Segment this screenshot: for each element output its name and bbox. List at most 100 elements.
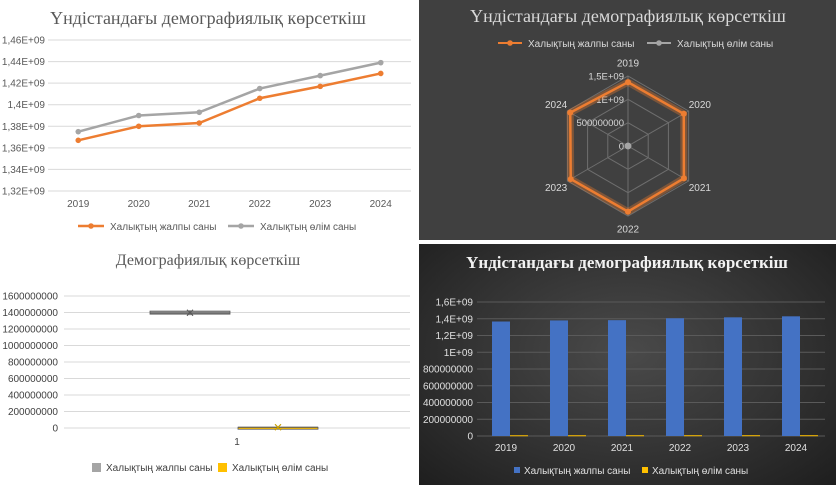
radar-chart-panel: Үндістандағы демографиялық көрсеткіш Халы… xyxy=(419,0,836,240)
y-tick-label: 800000000 xyxy=(423,365,473,376)
line-chart-panel: Үндістандағы демографиялық көрсеткіш 1,32… xyxy=(0,0,416,242)
data-point xyxy=(135,112,142,119)
x-tick-label: 2021 xyxy=(611,443,634,454)
bar-chart-panel: Үндістандағы демографиялық көрсеткіш 0 200… xyxy=(419,244,836,485)
x-tick-label: 2023 xyxy=(309,199,332,210)
data-point xyxy=(624,142,631,149)
bar-population xyxy=(782,316,800,436)
y-tick-label: 1,38E+09 xyxy=(2,122,46,133)
data-point xyxy=(135,123,142,130)
box-mean-marker xyxy=(186,309,194,317)
data-point xyxy=(625,79,631,86)
y-tick-label: 1E+09 xyxy=(444,348,474,359)
y-tick-label: 400000000 xyxy=(8,391,58,402)
radar-spoke xyxy=(567,110,629,147)
y-tick-label: 1400000000 xyxy=(2,308,58,319)
legend-label: Халықтың жалпы саны xyxy=(528,39,634,50)
data-point xyxy=(75,137,82,144)
y-tick-label: 1600000000 xyxy=(2,292,58,303)
x-tick-label: 2024 xyxy=(785,443,808,454)
bar-deaths xyxy=(510,435,528,437)
bar-population xyxy=(608,320,626,436)
radial-tick-label: 0 xyxy=(619,142,624,153)
category-label: 2022 xyxy=(617,225,640,236)
data-point xyxy=(256,85,263,92)
series-line xyxy=(77,72,382,142)
x-tick-label: 2022 xyxy=(669,443,692,454)
x-tick-label: 2019 xyxy=(495,443,518,454)
legend-swatch xyxy=(218,463,227,472)
data-point xyxy=(567,176,574,183)
data-point xyxy=(377,70,384,77)
y-tick-label: 1,6E+09 xyxy=(435,298,473,309)
bar-population xyxy=(724,317,742,436)
y-tick-label: 800000000 xyxy=(8,358,58,369)
radial-tick-label: 500000000 xyxy=(576,118,624,129)
bar-population xyxy=(666,318,684,436)
legend-marker xyxy=(88,223,94,229)
legend-swatch xyxy=(514,467,520,473)
radar-spoke xyxy=(567,145,629,182)
data-point xyxy=(680,175,687,182)
radar-spoke xyxy=(627,145,689,182)
data-point xyxy=(196,109,203,116)
data-point xyxy=(196,120,203,126)
chart-title: Үндістандағы демографиялық көрсеткіш xyxy=(50,8,366,28)
category-label: 2021 xyxy=(689,183,712,194)
y-tick-label: 0 xyxy=(467,432,473,443)
data-point xyxy=(377,59,384,66)
legend-label: Халықтың өлім саны xyxy=(232,463,328,474)
y-tick-label: 600000000 xyxy=(423,381,473,392)
legend-marker xyxy=(507,40,513,46)
y-tick-label: 0 xyxy=(52,424,58,435)
category-label: 2024 xyxy=(545,100,568,111)
legend-label: Халықтың жалпы саны xyxy=(110,222,216,233)
y-tick-label: 600000000 xyxy=(8,374,58,385)
chart-title: Үндістандағы демографиялық көрсеткіш xyxy=(470,6,786,26)
x-tick-label: 2019 xyxy=(67,199,90,210)
bar-chart: Үндістандағы демографиялық көрсеткіш 0 200… xyxy=(423,253,825,477)
bar-deaths xyxy=(800,435,818,437)
box-mean-marker xyxy=(274,423,282,431)
legend-label: Халықтың өлім саны xyxy=(677,39,773,50)
x-tick-label: 2021 xyxy=(188,199,211,210)
y-tick-label: 1,36E+09 xyxy=(2,143,46,154)
box-chart: Демографиялық көрсеткіш 0 200000000 4000000… xyxy=(2,252,410,474)
data-point xyxy=(75,128,82,135)
chart-title: Демографиялық көрсеткіш xyxy=(116,252,301,269)
radial-tick-label: 1E+09 xyxy=(596,95,624,106)
bar-deaths xyxy=(684,435,702,437)
y-tick-label: 200000000 xyxy=(423,415,473,426)
x-tick-label: 2024 xyxy=(370,199,393,210)
bar-deaths xyxy=(626,435,644,437)
category-label: 2020 xyxy=(689,100,712,111)
box-chart-panel: Демографиялық көрсеткіш 0 200000000 4000000… xyxy=(0,244,416,485)
y-tick-label: 200000000 xyxy=(8,407,58,418)
radial-tick-label: 1,5E+09 xyxy=(588,72,624,83)
legend-label: Халықтың өлім саны xyxy=(260,222,356,233)
y-tick-label: 1,42E+09 xyxy=(2,79,46,90)
data-point xyxy=(625,208,631,215)
legend-swatch xyxy=(642,467,648,473)
legend-swatch xyxy=(92,463,101,472)
x-tick-label: 2023 xyxy=(727,443,750,454)
y-tick-label: 1,34E+09 xyxy=(2,165,46,176)
x-tick-label: 1 xyxy=(234,437,240,448)
x-tick-label: 2022 xyxy=(249,199,272,210)
data-point xyxy=(317,83,324,90)
legend-marker xyxy=(656,40,662,46)
radar-chart: Үндістандағы демографиялық көрсеткіш Халы… xyxy=(470,6,786,236)
radar-spoke xyxy=(627,110,689,147)
y-tick-label: 1,4E+09 xyxy=(7,100,45,111)
y-tick-label: 1,44E+09 xyxy=(2,57,46,68)
legend-label: Халықтың жалпы саны xyxy=(524,466,630,477)
bar-population xyxy=(550,320,568,436)
data-point xyxy=(317,72,324,79)
line-chart: Үндістандағы демографиялық көрсеткіш 1,32… xyxy=(2,8,411,233)
legend-label: Халықтың өлім саны xyxy=(652,466,748,477)
x-tick-label: 2020 xyxy=(553,443,576,454)
y-tick-label: 1200000000 xyxy=(2,325,58,336)
x-tick-label: 2020 xyxy=(128,199,151,210)
chart-title: Үндістандағы демографиялық көрсеткіш xyxy=(466,253,788,272)
y-tick-label: 1,4E+09 xyxy=(435,314,473,325)
